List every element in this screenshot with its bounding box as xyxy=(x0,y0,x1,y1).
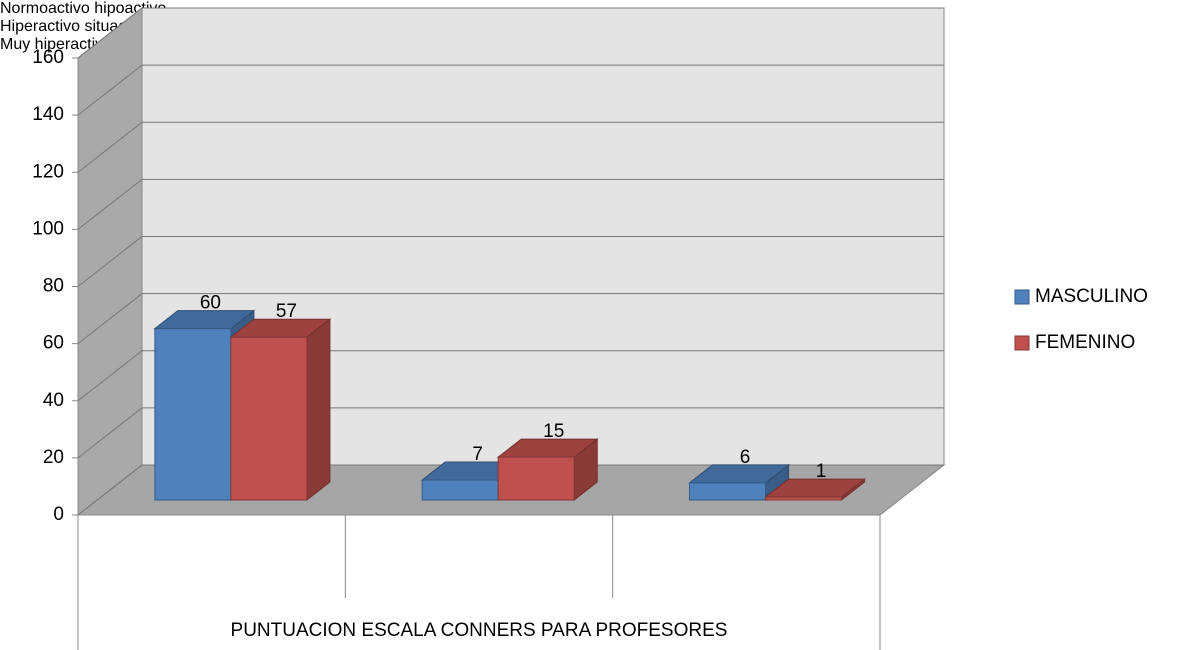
y-tick-label: 140 xyxy=(32,104,64,125)
y-tick-label: 40 xyxy=(43,390,64,411)
bar-side xyxy=(306,318,331,502)
bar xyxy=(421,479,499,501)
data-label: 15 xyxy=(543,421,564,442)
grid-line xyxy=(77,7,944,59)
y-tick-label: 60 xyxy=(43,333,64,354)
grid-line xyxy=(77,350,944,402)
data-label: 7 xyxy=(472,444,483,465)
grid-line xyxy=(77,464,944,516)
y-tick-label: 100 xyxy=(32,218,64,239)
data-label: 57 xyxy=(276,301,297,322)
x-axis-title: PUNTUACION ESCALA CONNERS PARA PROFESORE… xyxy=(230,620,728,641)
y-tick-label: 80 xyxy=(43,276,64,297)
legend-swatch xyxy=(1014,335,1030,351)
bar xyxy=(154,328,232,501)
data-label: 1 xyxy=(816,461,827,482)
grid-line xyxy=(77,236,944,287)
legend-label: FEMENINO xyxy=(1035,332,1135,353)
grid-line xyxy=(77,121,944,173)
bar xyxy=(497,456,575,501)
legend-swatch xyxy=(1014,289,1030,305)
bar xyxy=(230,336,308,501)
y-tick-label: 160 xyxy=(32,47,64,68)
grid-line xyxy=(77,293,944,345)
x-tick-label: Normoactivo hipoactivo xyxy=(0,0,167,17)
bar xyxy=(689,482,767,501)
grid-line xyxy=(77,64,944,116)
y-tick-label: 0 xyxy=(53,504,64,525)
bar xyxy=(765,496,843,501)
data-label: 6 xyxy=(740,447,751,468)
grid-line xyxy=(77,407,944,459)
y-tick-label: 120 xyxy=(32,161,64,182)
data-label: 60 xyxy=(200,293,221,314)
grid-line xyxy=(77,178,944,230)
legend-label: MASCULINO xyxy=(1035,286,1148,307)
y-tick-label: 20 xyxy=(43,447,64,468)
